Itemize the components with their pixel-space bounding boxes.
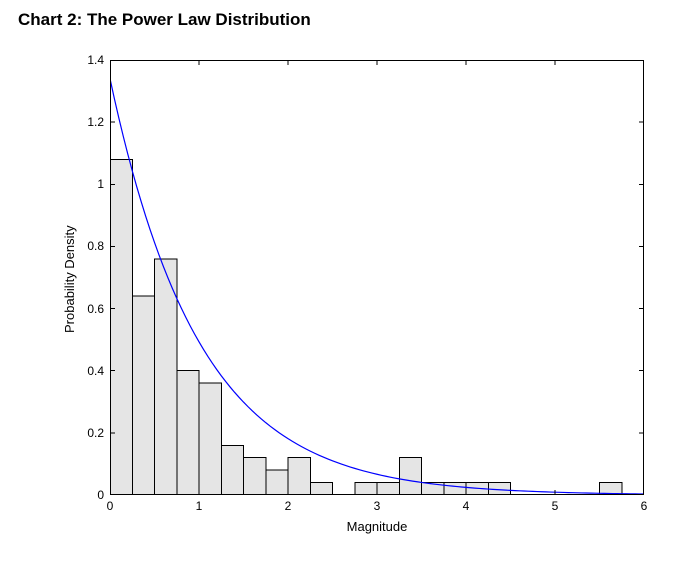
histogram-bar <box>110 159 132 495</box>
histogram-bar <box>155 259 177 495</box>
histogram-bar <box>310 483 332 495</box>
histogram-bar <box>355 483 377 495</box>
histogram-bar <box>177 371 199 495</box>
y-tick-label: 0.4 <box>87 364 104 378</box>
x-axis-label: Magnitude <box>347 519 408 534</box>
y-tick-label: 0.2 <box>87 426 104 440</box>
histogram-bar <box>444 483 466 495</box>
histogram-bar <box>244 458 266 495</box>
histogram-bar <box>221 445 243 495</box>
y-tick-label: 1 <box>97 177 104 191</box>
histogram-bar <box>288 458 310 495</box>
chart-title: Chart 2: The Power Law Distribution <box>18 10 311 30</box>
histogram-bar <box>132 296 154 495</box>
y-tick-label: 1.4 <box>87 53 104 67</box>
x-tick-label: 2 <box>285 499 292 513</box>
x-tick-label: 0 <box>107 499 114 513</box>
x-tick-label: 5 <box>552 499 559 513</box>
y-tick-label: 0.8 <box>87 239 104 253</box>
y-axis-label: Probability Density <box>62 225 77 333</box>
histogram-bar <box>377 483 399 495</box>
x-tick-label: 3 <box>374 499 381 513</box>
y-tick-label: 0.6 <box>87 302 104 316</box>
x-tick-label: 1 <box>196 499 203 513</box>
y-tick-label: 0 <box>97 488 104 502</box>
chart-area <box>110 60 644 495</box>
histogram-bar <box>199 383 221 495</box>
histogram-bar <box>399 458 421 495</box>
x-tick-label: 6 <box>641 499 648 513</box>
y-tick-label: 1.2 <box>87 115 104 129</box>
histogram-bar <box>266 470 288 495</box>
x-tick-label: 4 <box>463 499 470 513</box>
chart-svg <box>110 60 644 495</box>
